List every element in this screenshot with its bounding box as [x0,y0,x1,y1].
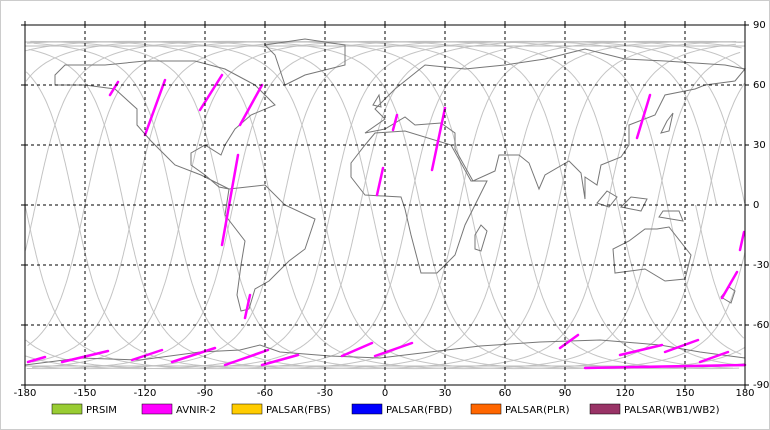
x-tick-label: 150 [675,388,694,399]
x-tick-label: -120 [134,388,157,399]
legend-label: PALSAR(FBS) [266,405,331,416]
legend-label: PRSIM [86,405,117,416]
x-tick-label: -30 [317,388,333,399]
orbit-track [25,40,746,370]
orbit-track [32,40,740,370]
orbit-track [30,40,737,370]
legend-swatch [231,403,263,415]
x-tick-label: -90 [197,388,213,399]
orbit-track [33,40,742,370]
y-tick-label: 90 [753,20,766,31]
legend-swatch [470,403,502,415]
legend-label: PALSAR(FBD) [386,405,452,416]
y-tick-label: -30 [753,260,769,271]
orbit-track [24,40,745,370]
legend-label: PALSAR(WB1/WB2) [624,405,720,416]
x-tick-label: 30 [439,388,452,399]
orbit-track [32,40,745,370]
y-tick-label: 60 [753,80,766,91]
observation-segments [26,73,747,370]
x-tick-label: -60 [257,388,273,399]
x-tick-label: 0 [382,388,388,399]
x-tick-label: 60 [499,388,512,399]
y-tick-label: 30 [753,140,766,151]
y-tick-label: -90 [753,380,769,391]
x-tick-label: 180 [735,388,754,399]
orbit-track [24,40,746,370]
legend-label: AVNIR-2 [176,405,216,416]
orbit-track [25,40,742,370]
x-tick-label: 90 [559,388,572,399]
coastlines [24,38,746,366]
orbit-track [26,40,734,370]
y-tick-label: 0 [753,200,759,211]
legend-swatch [141,403,173,415]
legend: PRSIM AVNIR-2 PALSAR(FBS) PALSAR(FBD) PALSAR… [51,403,720,416]
x-tick-label: -180 [14,388,37,399]
legend-swatch [589,403,621,415]
orbit-tracks [24,40,746,370]
x-tick-label: -150 [74,388,97,399]
orbit-track [25,40,746,370]
y-tick-label: -60 [753,320,769,331]
legend-swatch [51,403,83,415]
plot-frame [24,24,746,386]
legend-label: PALSAR(PLR) [505,405,570,416]
x-tick-label: 120 [615,388,634,399]
legend-swatch [351,403,383,415]
